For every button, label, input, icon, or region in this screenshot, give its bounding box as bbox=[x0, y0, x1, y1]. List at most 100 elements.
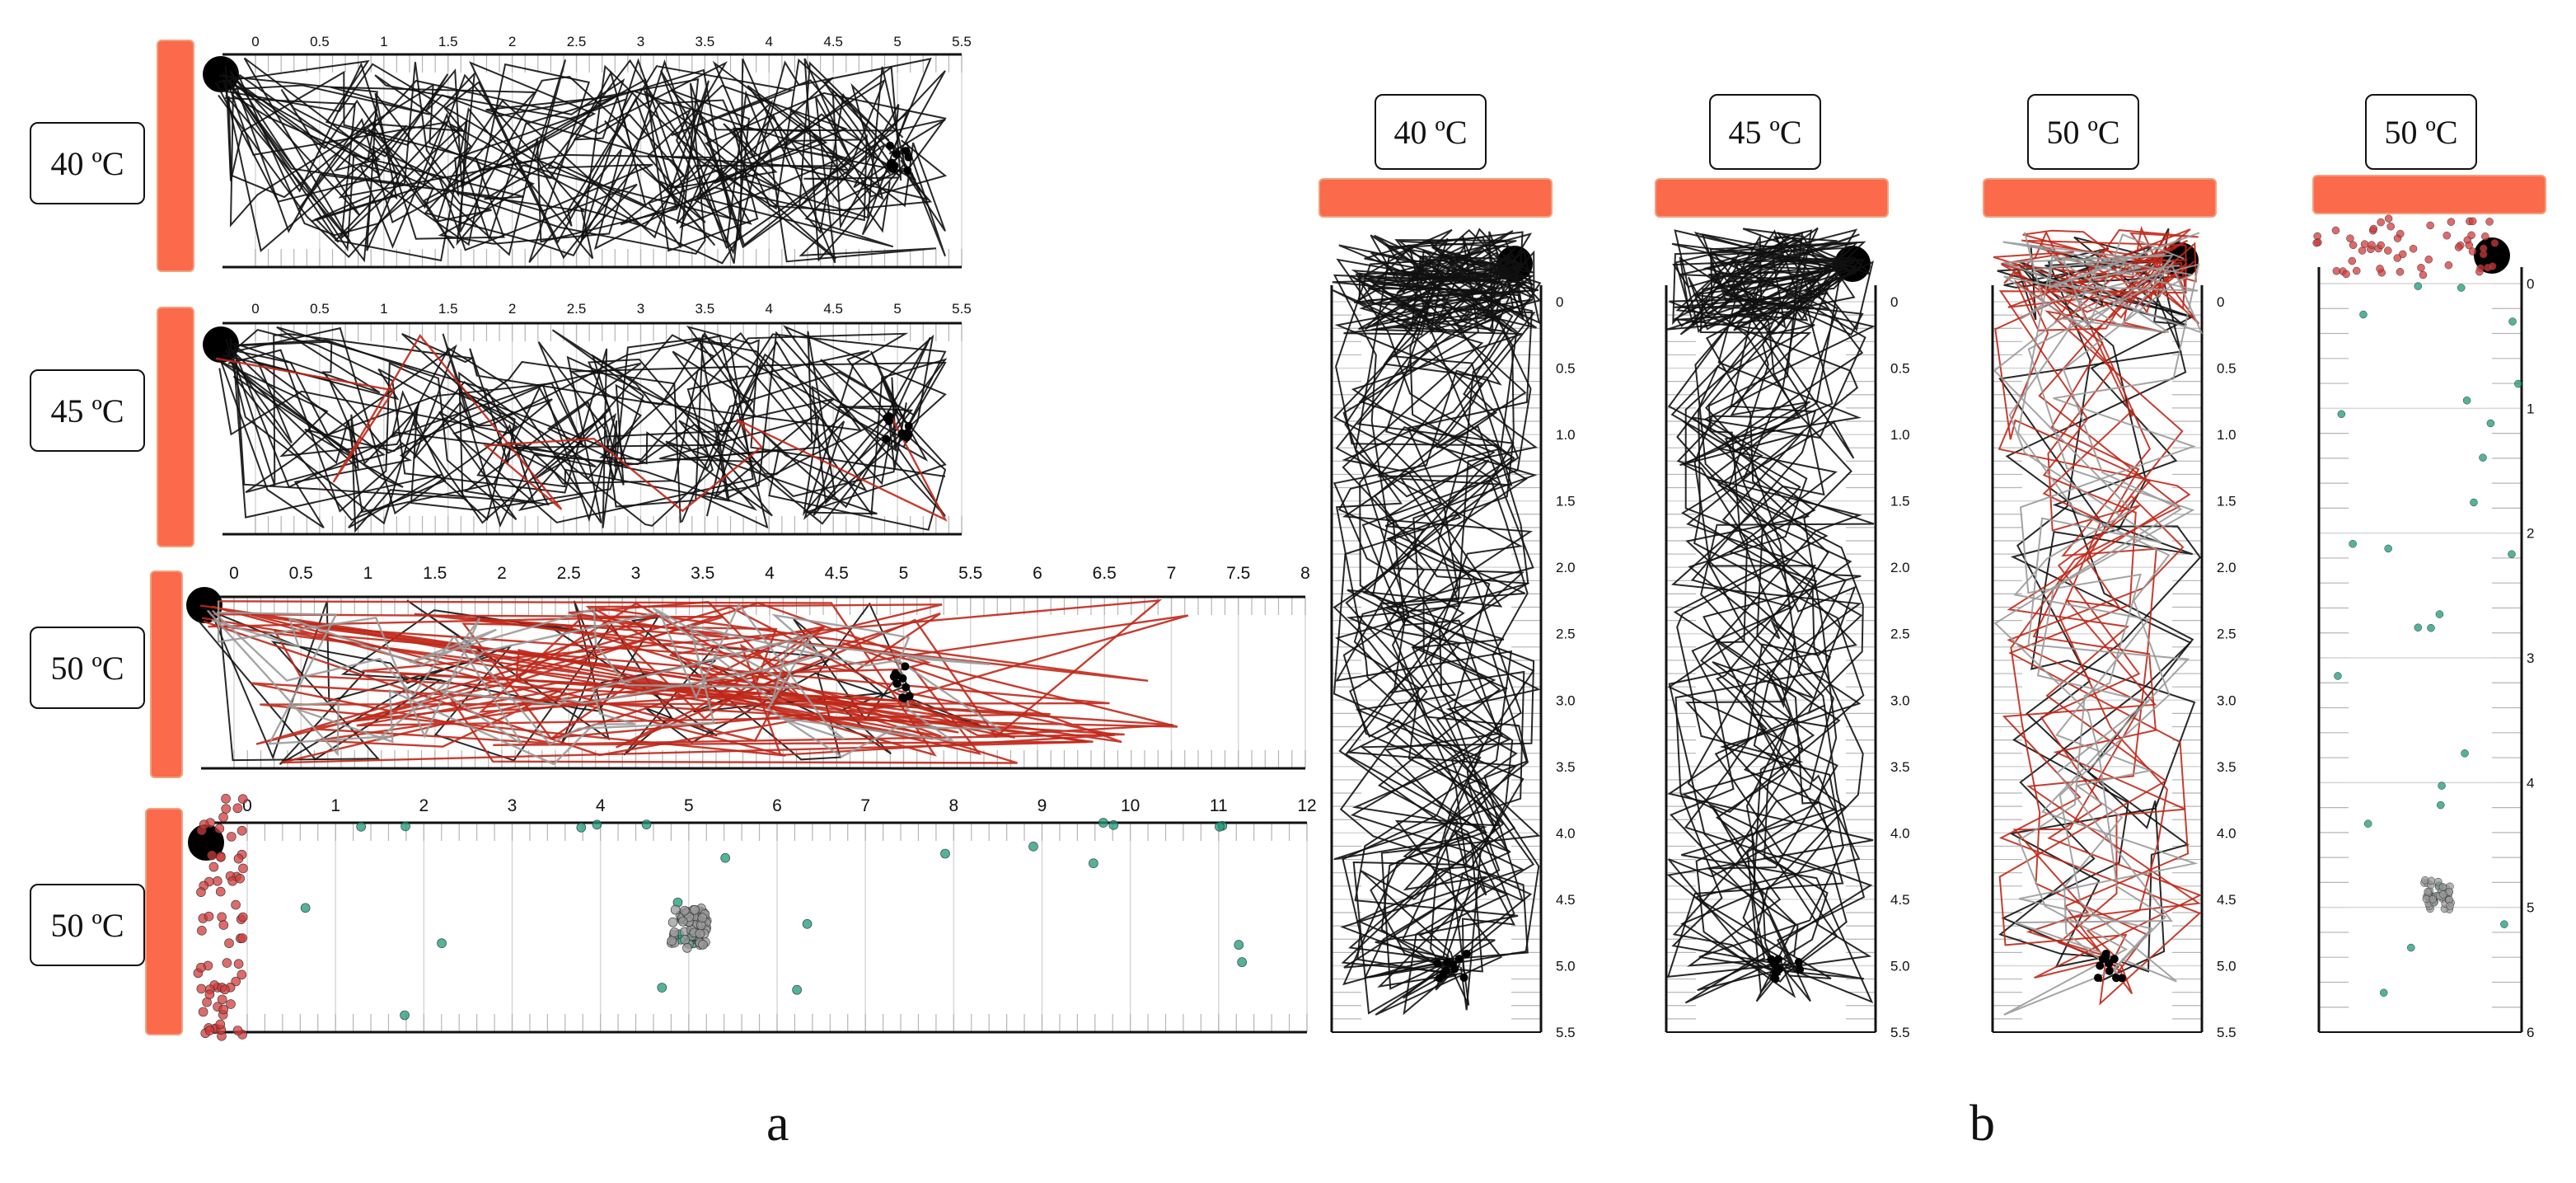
tick-label: 0 bbox=[2217, 294, 2224, 310]
trajectory-0-14 bbox=[227, 84, 933, 257]
data-point-1-31 bbox=[227, 832, 237, 842]
data-point-1-42 bbox=[2396, 229, 2405, 238]
data-point-0-25 bbox=[2435, 610, 2444, 618]
tick-label: 4.5 bbox=[823, 301, 843, 317]
tick-label: 0.5 bbox=[1556, 361, 1576, 377]
panel-a4: 0 1 2 3 4 5 6 7 8 9 10 11 12 bbox=[188, 794, 1317, 1041]
tick-label: 2 bbox=[2527, 526, 2534, 542]
data-point-1-14 bbox=[237, 933, 247, 943]
data-point-1-55 bbox=[204, 1026, 215, 1035]
data-point-1-35 bbox=[197, 926, 207, 936]
data-point-1-46 bbox=[2481, 232, 2489, 241]
data-point-1-34 bbox=[2480, 244, 2488, 253]
trajectory-0-11 bbox=[1691, 251, 1864, 998]
panel-b1: 0 0.5 1.0 1.5 2.0 2.5 3.0 3.5 4.0 4.5 5.0 5.5 bbox=[1330, 228, 1576, 1040]
tick-label: 4.5 bbox=[823, 34, 843, 49]
trajectory-0-27 bbox=[1336, 257, 1515, 1006]
tick-label: 11 bbox=[1210, 796, 1228, 815]
trajectory-0-23 bbox=[219, 68, 898, 251]
data-point-2-39 bbox=[2427, 876, 2436, 885]
data-point-2-35 bbox=[2439, 890, 2447, 899]
tick-label: 3 bbox=[631, 564, 641, 583]
panel-b1-heater bbox=[1318, 178, 1553, 218]
data-point-1-34 bbox=[218, 812, 228, 823]
data-point-0-2 bbox=[2461, 749, 2469, 758]
trajectory-0-20 bbox=[218, 356, 916, 529]
data-point-0-10 bbox=[2427, 623, 2435, 632]
data-point-0-21 bbox=[2479, 453, 2487, 462]
data-point-2-29 bbox=[670, 904, 681, 915]
end-point bbox=[882, 434, 891, 444]
tick-label: 1.0 bbox=[1890, 427, 1910, 443]
tick-label: 2 bbox=[419, 796, 429, 815]
data-point-1-48 bbox=[2376, 265, 2384, 273]
data-point-1-39 bbox=[2475, 267, 2484, 276]
end-point bbox=[2105, 966, 2114, 975]
panel-b2-temperature-label: 45 ºC bbox=[1709, 94, 1821, 170]
end-point bbox=[904, 421, 913, 430]
data-point-1-11 bbox=[196, 983, 207, 994]
data-point-1-51 bbox=[196, 962, 206, 973]
data-point-0-12 bbox=[2508, 317, 2517, 326]
tick-label: 0 bbox=[242, 796, 252, 815]
data-point-0-15 bbox=[2407, 943, 2415, 952]
trajectory-2-1 bbox=[2003, 232, 2200, 1016]
tick-label: 5.0 bbox=[1556, 958, 1576, 974]
tick-label: 3.5 bbox=[1890, 759, 1910, 775]
tick-label: 0.5 bbox=[2217, 361, 2236, 377]
tick-label: 4 bbox=[766, 34, 773, 49]
data-point-0-28 bbox=[1108, 820, 1119, 830]
data-point-1-26 bbox=[2352, 266, 2361, 275]
trajectory-0-25 bbox=[226, 61, 902, 244]
trajectory-1-4 bbox=[2022, 229, 2201, 974]
data-point-1-9 bbox=[2490, 239, 2499, 247]
data-point-0-24 bbox=[2414, 623, 2423, 631]
data-point-0-17 bbox=[1215, 821, 1225, 832]
data-point-0-13 bbox=[1234, 940, 1244, 950]
data-point-1-10 bbox=[218, 920, 229, 930]
trajectory-0-15 bbox=[1668, 236, 1864, 975]
panel-letter-b: b bbox=[1969, 1096, 1995, 1152]
data-point-1-3 bbox=[237, 969, 247, 980]
data-point-2-37 bbox=[2446, 902, 2454, 910]
tick-label: 2.5 bbox=[2217, 627, 2236, 642]
trajectory-2-3 bbox=[211, 607, 991, 702]
tick-label: 1.5 bbox=[1890, 494, 1910, 509]
tick-label: 9 bbox=[1037, 796, 1047, 815]
data-point-1-53 bbox=[2393, 254, 2402, 262]
end-point bbox=[1796, 965, 1805, 974]
panel-b1-temperature-label: 40 ºC bbox=[1375, 94, 1487, 170]
end-point bbox=[1435, 974, 1444, 983]
trajectory-0-3 bbox=[218, 614, 896, 762]
trajectory-0-8 bbox=[229, 66, 908, 226]
trajectory-0-22 bbox=[225, 57, 916, 242]
trajectory-2-1 bbox=[217, 600, 911, 746]
tick-label: 1.0 bbox=[2217, 427, 2236, 443]
tick-label: 5 bbox=[2527, 900, 2534, 916]
tick-label: 6 bbox=[1033, 564, 1042, 583]
trajectory-0-24 bbox=[1666, 257, 1863, 964]
end-point bbox=[883, 413, 892, 422]
end-point bbox=[1449, 960, 1458, 969]
tick-label: 5 bbox=[893, 301, 901, 317]
trajectory-1-0 bbox=[215, 334, 948, 522]
data-point-0-22 bbox=[792, 984, 802, 995]
end-point bbox=[901, 662, 910, 671]
data-point-1-32 bbox=[232, 1026, 243, 1035]
trajectory-2-4 bbox=[207, 609, 1003, 766]
data-point-0-30 bbox=[1028, 842, 1038, 852]
data-point-1-45 bbox=[2396, 267, 2405, 276]
trajectory-2-5 bbox=[2002, 254, 2204, 960]
tick-label: 5.5 bbox=[1890, 1025, 1910, 1040]
data-point-2-33 bbox=[2438, 883, 2447, 891]
trajectory-0-10 bbox=[1334, 246, 1535, 1016]
end-point bbox=[903, 166, 912, 175]
data-point-1-15 bbox=[2369, 224, 2378, 233]
tick-label: 7.5 bbox=[1226, 564, 1250, 583]
data-point-0-41 bbox=[1089, 858, 1098, 868]
data-point-2-53 bbox=[667, 917, 678, 927]
data-point-1-57 bbox=[217, 994, 227, 1005]
end-point bbox=[2105, 959, 2114, 968]
tick-label: 4 bbox=[766, 301, 773, 317]
